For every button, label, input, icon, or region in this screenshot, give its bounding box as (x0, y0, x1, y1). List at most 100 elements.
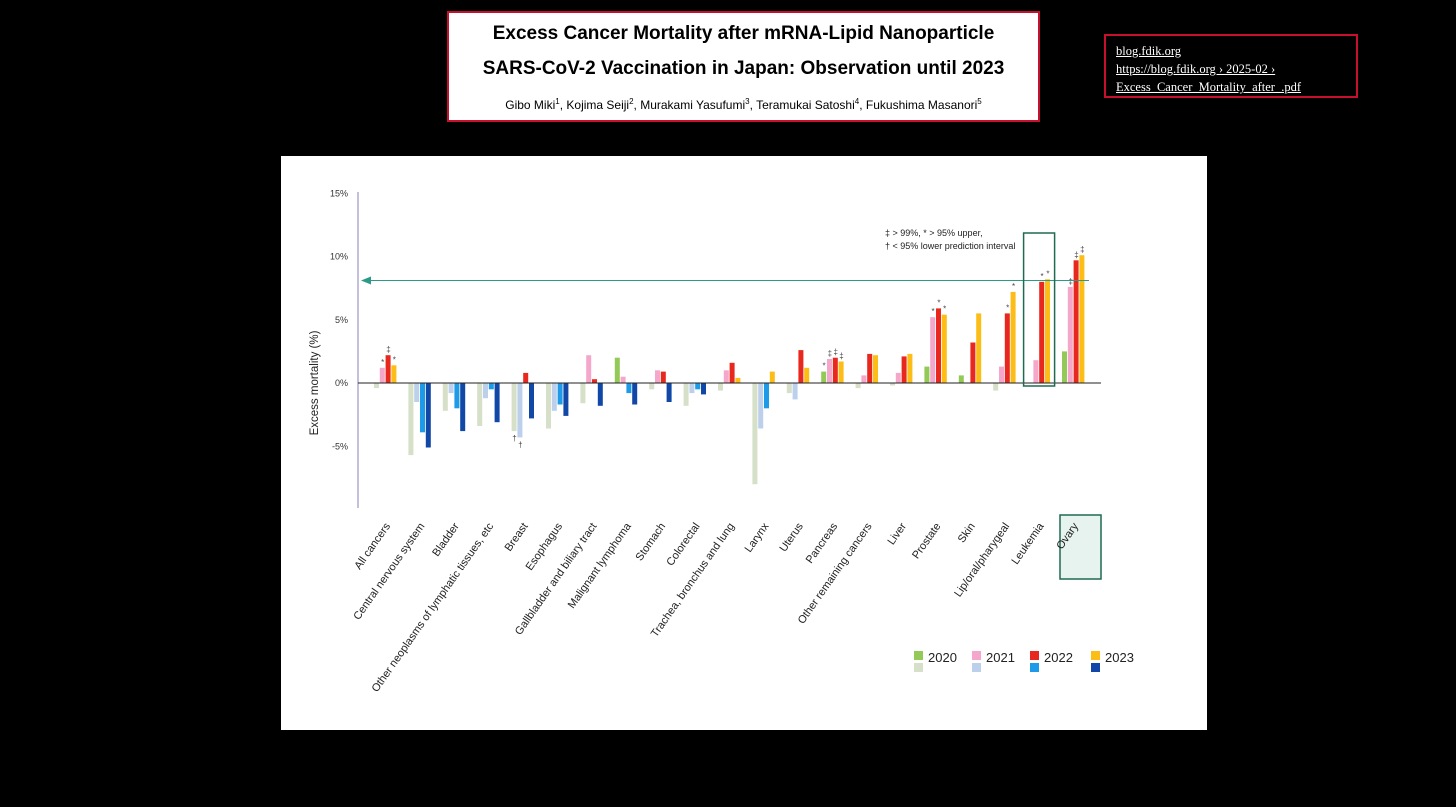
bar-2023 (563, 383, 569, 416)
bar-2022 (936, 308, 941, 383)
legend-label: 2023 (1105, 650, 1134, 665)
bar-2021 (414, 383, 420, 402)
bar-2021 (1067, 286, 1073, 383)
y-tick-label: 15% (330, 188, 348, 198)
bar-2020 (477, 383, 483, 426)
highlight-box-label (1059, 514, 1102, 580)
legend-swatch-2023 (1091, 651, 1100, 660)
bar-2020 (614, 357, 620, 383)
bar-2020 (683, 383, 689, 406)
bar-2022 (970, 342, 976, 383)
bar-2021 (1033, 360, 1039, 383)
bar-2020 (786, 383, 792, 394)
significance-marker: ‡ (833, 348, 837, 357)
bar-2020 (408, 383, 414, 456)
bar-2023 (976, 313, 982, 383)
bar-2021 (620, 376, 626, 383)
bar-2022 (592, 379, 597, 383)
bar-2020 (718, 383, 723, 391)
bar-2022 (764, 383, 769, 409)
bar-2022 (523, 372, 529, 383)
bar-2021 (689, 383, 695, 394)
legend-swatch-neg-2021 (972, 663, 981, 672)
title-line-1: Excess Cancer Mortality after mRNA-Lipid… (492, 23, 995, 44)
category-label: Prostate (910, 521, 943, 561)
bar-2021 (483, 383, 488, 399)
bar-2023 (735, 377, 741, 383)
source-site-link[interactable]: blog.fdik.org (1116, 44, 1182, 58)
bar-2023 (1010, 291, 1016, 383)
bar-2021 (379, 367, 385, 383)
significance-marker: † (512, 434, 516, 443)
reference-arrow-head (361, 276, 371, 285)
chart-panel: 15% 10% 5% 0% -5% Excess mortality (%) All can… (281, 156, 1207, 730)
bar-2023 (666, 383, 672, 402)
significance-marker: * (393, 355, 396, 364)
bar-2022 (1004, 313, 1010, 383)
significance-marker: * (1006, 303, 1009, 312)
legend-swatch-neg-2020 (914, 663, 923, 672)
bar-2023 (838, 361, 844, 383)
legend-swatch-2022 (1030, 651, 1039, 660)
author-name: Fukushima Masanori (865, 98, 978, 112)
legend-swatch-neg-2023 (1091, 663, 1100, 672)
legend-label: 2020 (928, 650, 957, 665)
bar-2020 (958, 375, 964, 383)
bar-2020 (855, 383, 861, 389)
bar-2022 (660, 371, 666, 383)
bar-2023 (460, 383, 466, 432)
significance-marker: ‡ (828, 349, 832, 358)
significance-marker: ‡ (1068, 277, 1072, 286)
source-path-link[interactable]: https://blog.fdik.org › 2025-02 › (1116, 62, 1276, 76)
bar-2020 (993, 383, 999, 391)
bar-2021 (517, 383, 523, 438)
bar-2021 (551, 383, 557, 411)
bar-2020 (752, 383, 758, 485)
bar-2022 (557, 383, 563, 405)
significance-marker: * (932, 307, 935, 316)
category-label: Uterus (777, 520, 806, 554)
bar-2021 (861, 375, 867, 383)
chart-svg: 15%10%5%0%-5%Excess mortality (%)All can… (309, 188, 1134, 694)
bar-2023 (391, 365, 397, 383)
category-label: Larynx (743, 520, 772, 554)
category-label: Liver (886, 521, 910, 548)
y-axis-label: Excess mortality (%) (309, 330, 321, 435)
bar-2021 (758, 383, 764, 429)
legend-label: 2022 (1044, 650, 1073, 665)
y-tick-label: 5% (335, 315, 348, 325)
category-label: Leukemia (1009, 520, 1047, 567)
bar-2023 (769, 371, 775, 383)
bar-2020 (821, 371, 827, 383)
source-box: blog.fdik.org https://blog.fdik.org › 20… (1104, 34, 1358, 98)
bar-2022 (454, 383, 460, 409)
bar-2022 (729, 362, 735, 383)
title-line-2: SARS-CoV-2 Vaccination in Japan: Observa… (482, 58, 1005, 79)
significance-marker: * (1046, 269, 1049, 278)
source-file-link[interactable]: Excess_Cancer_Mortality_after_.pdf (1116, 80, 1302, 94)
category-label: Central nervous system (351, 521, 427, 623)
bar-2022 (695, 383, 701, 390)
bar-2021 (723, 370, 729, 383)
highlight-box-bars (1022, 232, 1056, 387)
bar-2023 (1079, 255, 1085, 383)
legend-label: 2021 (986, 650, 1015, 665)
bar-2022 (798, 350, 804, 383)
bar-2022 (626, 383, 632, 394)
author-name: Kojima Seiji (566, 98, 630, 112)
authors-line: Gibo Miki1, Kojima Seiji2, Murakami Yasu… (505, 97, 982, 112)
category-label: Malignant lymphoma (566, 520, 635, 611)
bar-2023 (941, 314, 947, 383)
significance-marker: ‡ (1080, 245, 1084, 254)
author-name: Teramukai Satoshi (756, 98, 855, 112)
bar-2020 (580, 383, 586, 404)
bar-2020 (374, 383, 379, 389)
bar-2021 (586, 355, 592, 383)
annotation-text: † < 95% lower prediction interval (885, 241, 1015, 251)
y-tick-label: 0% (335, 378, 348, 388)
bar-2022 (420, 383, 425, 433)
bar-2022 (488, 383, 494, 390)
bar-2022 (1039, 281, 1045, 383)
significance-marker: ‡ (386, 345, 390, 354)
bar-2023 (1045, 279, 1050, 383)
